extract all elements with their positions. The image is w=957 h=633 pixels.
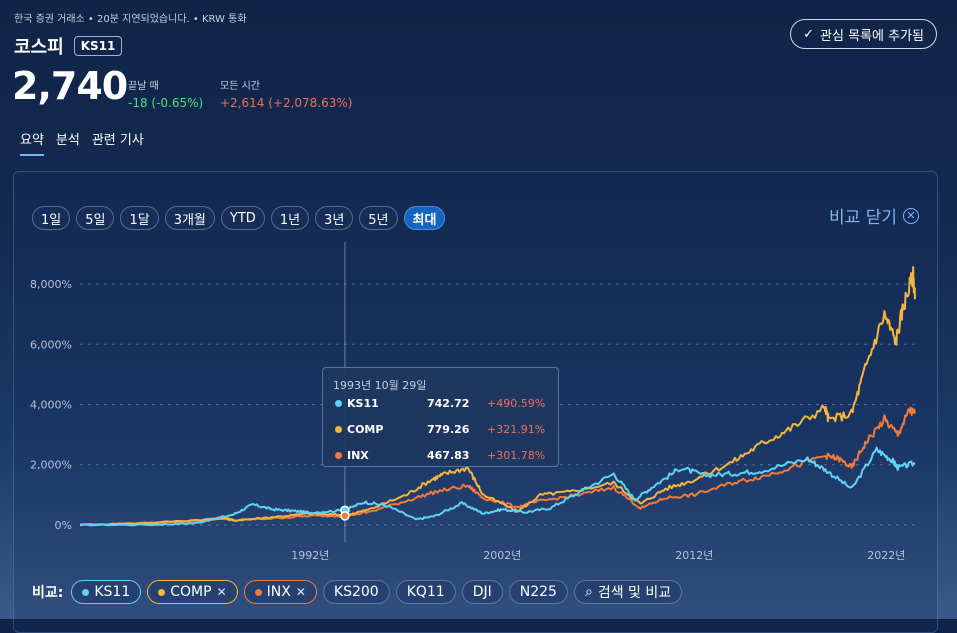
compare-chip-ks200[interactable]: KS200 [322,580,390,604]
y-tick-label: 4,000% [30,399,72,412]
hover-point-inx [340,511,350,521]
remove-icon[interactable]: ✕ [216,585,227,599]
remove-icon[interactable]: ✕ [295,585,306,599]
tooltip-row-inx: INX 467.83 +301.78% [335,449,545,462]
tab-analysis[interactable]: 분석 [55,133,80,148]
series-dot [158,588,166,596]
index-title: 코스피 [14,37,64,58]
compare-chip-n225[interactable]: N225 [508,580,568,604]
y-tick-label: 0% [55,519,72,532]
prev-close-change: -18 (-0.65%) [128,96,204,110]
search-icon: ⌕ [584,584,593,600]
tooltip-series-name: INX [347,449,369,462]
y-tick-label: 2,000% [30,459,72,472]
range-1y[interactable]: 1년 [270,206,310,230]
range-max[interactable]: 최대 [403,206,446,230]
chip-label: INX [266,584,291,600]
all-time-label: 모든 시간 [220,81,260,92]
series-line-ks11 [79,446,916,527]
compare-chip-kq11[interactable]: KQ11 [395,580,456,604]
watchlist-button[interactable]: ✓ 관심 목록에 추가됨 [790,19,937,49]
tooltip-series-value: 779.26 [427,423,470,436]
compare-chip-inx[interactable]: INX ✕ [243,580,317,604]
series-dot [254,588,262,596]
prev-close-stat: 끝날 때 -18 (-0.65%) [128,77,203,110]
comparison-chart: 8,000% 6,000% 4,000% 2,000% 0% 1992년 2002년 2012… [30,242,917,562]
compare-bar: 비교: KS11 COMP ✕ INX ✕ KS200 KQ11 DJI N22… [32,580,683,604]
tooltip-series-name: COMP [347,423,384,436]
range-3y[interactable]: 3년 [315,206,354,230]
range-5d[interactable]: 5일 [76,206,115,230]
tooltip-date: 1993년 10월 29일 [333,379,427,392]
series-dot [335,426,342,433]
chip-label: KS11 [94,584,131,600]
tooltip-series-pct: +301.78% [487,449,546,462]
tooltip-series-pct: +490.59% [487,397,546,410]
hover-tooltip: 1993년 10월 29일 KS11 742.72 +490.59% COMP … [322,367,559,467]
series-dot [335,452,342,459]
y-tick-label: 8,000% [30,278,72,291]
search-compare-button[interactable]: ⌕ 검색 및 비교 [573,580,683,604]
title-row: 코스피 KS11 [14,33,123,59]
close-compare-label: 비교 닫기 [829,208,897,228]
range-5y[interactable]: 5년 [359,206,398,230]
all-time-change: +2,614 (+2,078.63%) [220,96,353,110]
tab-news[interactable]: 관련 기사 [91,133,144,148]
range-3m[interactable]: 3개월 [164,206,215,230]
compare-label: 비교: [32,585,64,601]
ticker-badge: KS11 [73,36,123,56]
series-line-inx [79,406,917,527]
x-tick-label: 2012년 [675,549,713,562]
tab-summary[interactable]: 요약 [20,129,44,156]
market-note: 한국 증권 거래소 • 20분 지연되었습니다. • KRW 통화 [14,14,247,25]
compare-chip-ks11[interactable]: KS11 [71,580,142,604]
prev-close-label: 끝날 때 [128,81,159,92]
series-dot [335,400,342,407]
tooltip-series-value: 467.83 [427,449,470,462]
x-tick-label: 2002년 [483,549,521,562]
tooltip-row-ks11: KS11 742.72 +490.59% [335,397,545,410]
all-time-stat: 모든 시간 +2,614 (+2,078.63%) [220,77,352,110]
tooltip-series-pct: +321.91% [487,423,546,436]
close-circle-icon: ✕ [903,207,919,224]
range-selector: 1일 5일 1달 3개월 YTD 1년 3년 5년 최대 [32,206,446,230]
x-tick-label: 2022년 [867,549,905,562]
tooltip-series-value: 742.72 [427,397,470,410]
tooltip-row-comp: COMP 779.26 +321.91% [335,423,545,436]
watchlist-label: 관심 목록에 추가됨 [820,28,924,44]
compare-chip-dji[interactable]: DJI [461,580,503,604]
check-icon: ✓ [803,26,815,42]
y-tick-label: 6,000% [30,338,72,351]
chip-label: COMP [170,584,212,600]
series-dot [82,588,90,596]
range-1m[interactable]: 1달 [120,206,159,230]
range-1d[interactable]: 1일 [32,206,71,230]
close-compare-button[interactable]: 비교 닫기 ✕ [829,203,919,228]
tooltip-series-name: KS11 [347,397,379,410]
compare-chip-comp[interactable]: COMP ✕ [147,580,238,604]
current-price: 2,740 [12,64,128,108]
range-ytd[interactable]: YTD [220,206,265,230]
search-compare-label: 검색 및 비교 [597,585,672,601]
x-tick-label: 1992년 [291,549,329,562]
main-tabs: 요약 분석 관련 기사 [20,129,144,156]
